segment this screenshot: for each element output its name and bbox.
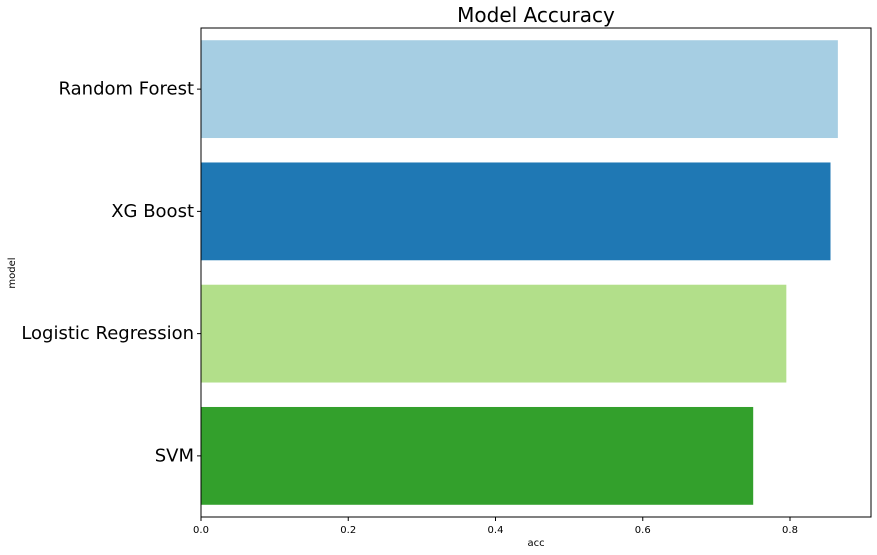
x-tick-label: 0.2 (340, 525, 356, 536)
bar-logistic-regression (201, 284, 787, 383)
y-tick-label: Random Forest (59, 79, 194, 100)
x-axis-ticks: 0.0 0.2 0.4 0.6 0.8 (193, 517, 798, 536)
x-tick-label: 0.6 (635, 525, 651, 536)
chart-title: Model Accuracy (457, 3, 615, 27)
x-axis-label: acc (527, 538, 544, 549)
plot-frame (200, 27, 872, 518)
y-tick-label: Logistic Regression (21, 323, 194, 344)
bar-random-forest (201, 40, 838, 139)
x-tick-label: 0.0 (193, 525, 209, 536)
y-tick-label: XG Boost (111, 201, 194, 222)
y-axis-label: model (7, 257, 18, 288)
y-axis-ticks: Random Forest XG Boost Logistic Regression… (21, 79, 201, 466)
bar-xg-boost (201, 162, 831, 261)
plot-border (200, 27, 872, 518)
bars-layer (201, 40, 838, 505)
bar-svm (201, 406, 754, 505)
y-tick-label: SVM (155, 445, 194, 466)
x-tick-label: 0.4 (488, 525, 504, 536)
x-tick-label: 0.8 (782, 525, 798, 536)
